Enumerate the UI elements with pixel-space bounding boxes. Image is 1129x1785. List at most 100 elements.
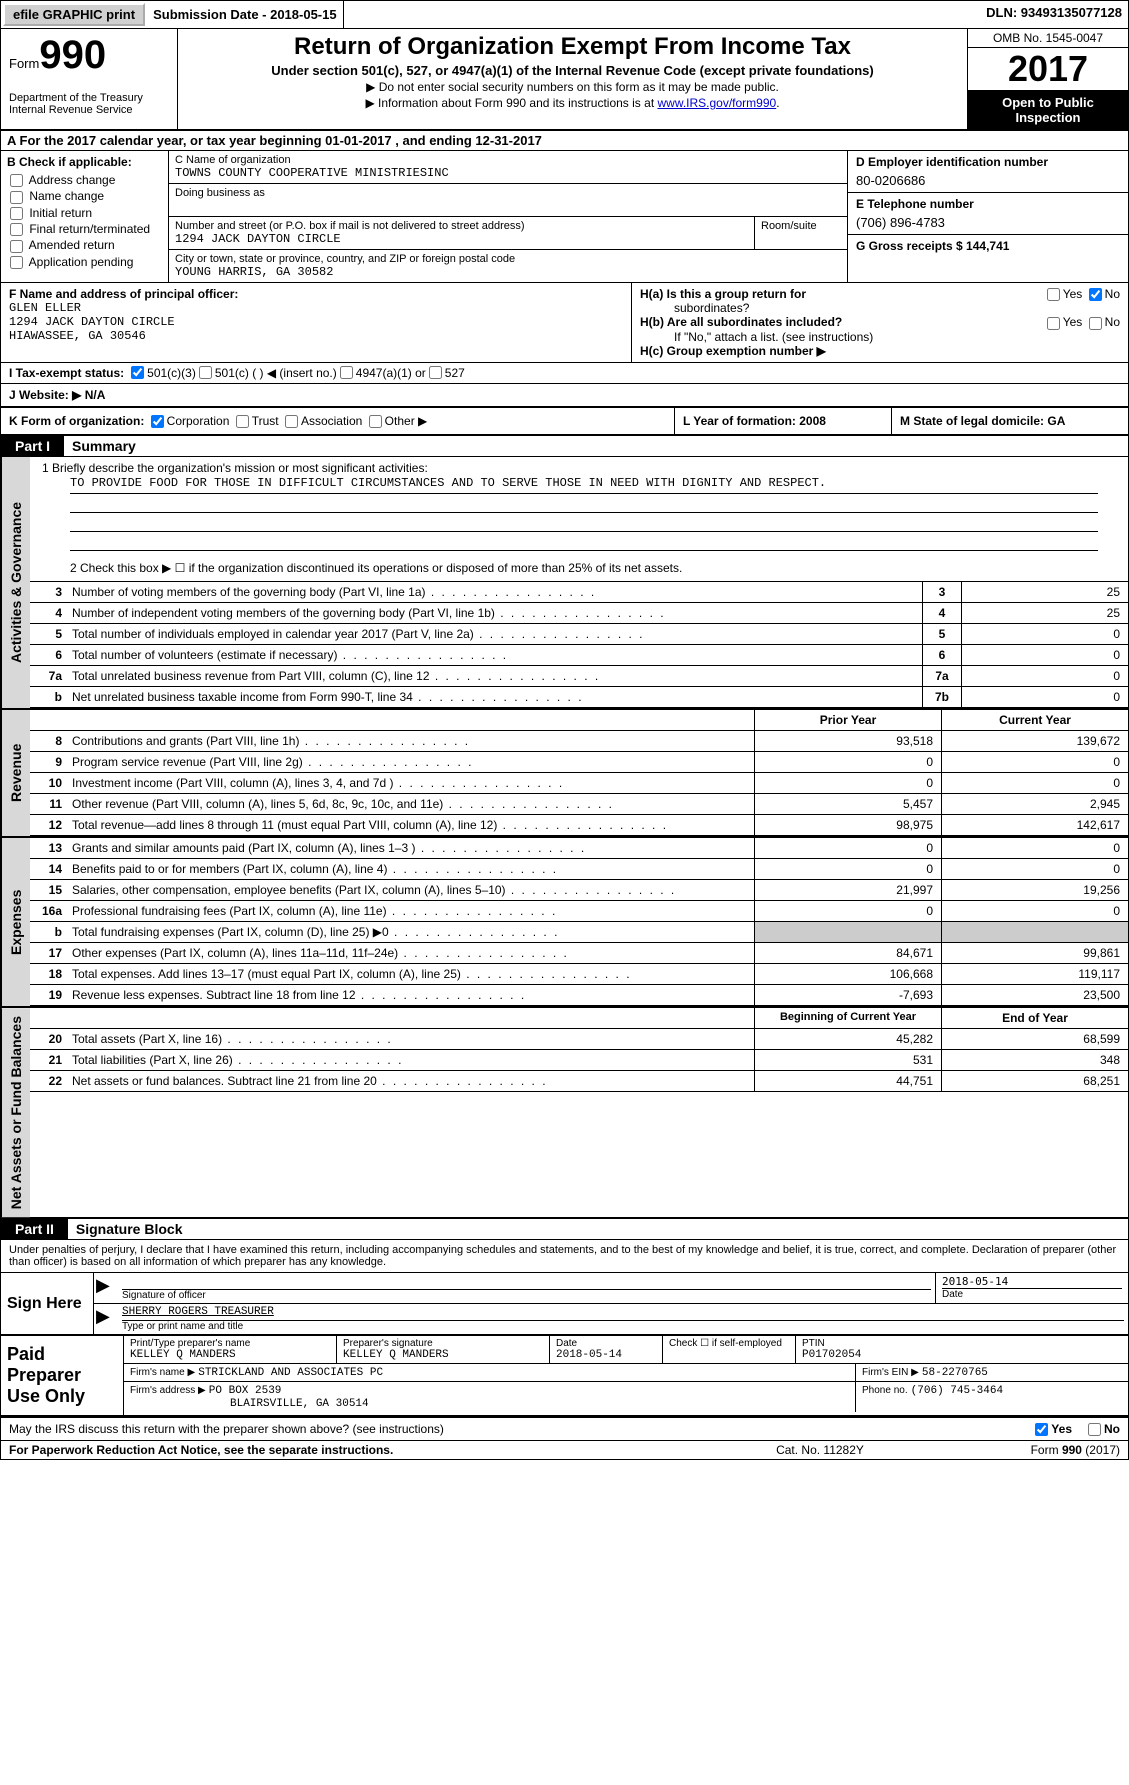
- year-formation: L Year of formation: 2008: [675, 408, 892, 434]
- netassets-block: Net Assets or Fund Balances Beginning of…: [1, 1008, 1128, 1219]
- form-footer: Form 990 (2017): [920, 1443, 1120, 1457]
- trust-check[interactable]: [236, 415, 249, 428]
- officer-name-label: Type or print name and title: [122, 1321, 1124, 1332]
- discuss-yes-check[interactable]: [1035, 1423, 1048, 1436]
- sign-here-block: Sign Here ▶ Signature of officer 2018-05…: [1, 1273, 1128, 1336]
- ha-label: H(a) Is this a group return for: [640, 287, 806, 301]
- firm-name-value: STRICKLAND AND ASSOCIATES PC: [198, 1367, 383, 1379]
- ptin-value: P01702054: [802, 1349, 1122, 1361]
- 4947-check[interactable]: [340, 366, 353, 379]
- summary-row: 14 Benefits paid to or for members (Part…: [30, 859, 1128, 880]
- sig-arrow-icon: ▶: [94, 1273, 118, 1303]
- other-check[interactable]: [369, 415, 382, 428]
- mission-label: 1 Briefly describe the organization's mi…: [42, 461, 1098, 475]
- org-name-label: C Name of organization: [175, 154, 841, 166]
- dept-irs: Internal Revenue Service: [9, 104, 169, 116]
- begin-year-header: Beginning of Current Year: [754, 1008, 941, 1028]
- prep-sig-value: KELLEY Q MANDERS: [343, 1349, 543, 1361]
- summary-row: 15 Salaries, other compensation, employe…: [30, 880, 1128, 901]
- hb-no-check[interactable]: [1089, 317, 1102, 330]
- summary-row: b Net unrelated business taxable income …: [30, 687, 1128, 708]
- 501c-check[interactable]: [199, 366, 212, 379]
- mission-blank1: [70, 494, 1098, 513]
- chk-final-return[interactable]: Final return/terminated: [7, 222, 162, 236]
- tax-year: 2017: [968, 48, 1128, 91]
- hb-yes-check[interactable]: [1047, 317, 1060, 330]
- ha-no-check[interactable]: [1089, 288, 1102, 301]
- discuss-row: May the IRS discuss this return with the…: [1, 1417, 1128, 1441]
- ssn-note: ▶ Do not enter social security numbers o…: [186, 80, 959, 94]
- klm-row: K Form of organization: Corporation Trus…: [1, 408, 1128, 436]
- officer-name: GLEN ELLER: [9, 301, 623, 315]
- prep-name-value: KELLEY Q MANDERS: [130, 1349, 330, 1361]
- firm-addr-label: Firm's address ▶: [130, 1385, 206, 1396]
- name-arrow-icon: ▶: [94, 1304, 118, 1334]
- room-label: Room/suite: [761, 220, 841, 232]
- net-header-row: Beginning of Current Year End of Year: [30, 1008, 1128, 1029]
- summary-row: 11 Other revenue (Part VIII, column (A),…: [30, 794, 1128, 815]
- exp-rows: 13 Grants and similar amounts paid (Part…: [30, 838, 1128, 1006]
- summary-row: 4 Number of independent voting members o…: [30, 603, 1128, 624]
- org-detail-col: C Name of organization TOWNS COUNTY COOP…: [169, 151, 848, 282]
- summary-row: 21 Total liabilities (Part X, line 26) 5…: [30, 1050, 1128, 1071]
- firm-name-label: Firm's name ▶: [130, 1367, 195, 1378]
- governance-block: Activities & Governance 1 Briefly descri…: [1, 457, 1128, 710]
- summary-row: 8 Contributions and grants (Part VIII, l…: [30, 731, 1128, 752]
- dept-treasury: Department of the Treasury: [9, 92, 169, 104]
- open-to-public: Open to Public Inspection: [968, 91, 1128, 129]
- assoc-check[interactable]: [285, 415, 298, 428]
- part2-tag: Part II: [1, 1219, 68, 1239]
- end-year-header: End of Year: [941, 1008, 1128, 1028]
- top-bar: efile GRAPHIC print Submission Date - 20…: [1, 1, 1128, 29]
- gov-rows: 3 Number of voting members of the govern…: [30, 582, 1128, 708]
- expenses-vtab: Expenses: [1, 838, 30, 1006]
- 501c3-check[interactable]: [131, 366, 144, 379]
- ha-yes-check[interactable]: [1047, 288, 1060, 301]
- irs-link[interactable]: www.IRS.gov/form990: [657, 96, 776, 110]
- form-of-org: K Form of organization: Corporation Trus…: [1, 408, 675, 434]
- officer-street: 1294 JACK DAYTON CIRCLE: [9, 315, 623, 329]
- street-label: Number and street (or P.O. box if mail i…: [175, 220, 748, 232]
- efile-print-button[interactable]: efile GRAPHIC print: [3, 3, 145, 26]
- paid-preparer-block: Paid Preparer Use Only Print/Type prepar…: [1, 1336, 1128, 1417]
- form-id-box: Form990 Department of the Treasury Inter…: [1, 29, 178, 129]
- info-note-pre: ▶ Information about Form 990 and its ins…: [365, 96, 657, 110]
- chk-initial-return[interactable]: Initial return: [7, 206, 162, 220]
- title-box: Return of Organization Exempt From Incom…: [178, 29, 967, 129]
- omb-box: OMB No. 1545-0047 2017 Open to Public In…: [967, 29, 1128, 129]
- form-subtitle: Under section 501(c), 527, or 4947(a)(1)…: [186, 63, 959, 78]
- discuss-no-check[interactable]: [1088, 1423, 1101, 1436]
- chk-name-change[interactable]: Name change: [7, 189, 162, 203]
- summary-row: 3 Number of voting members of the govern…: [30, 582, 1128, 603]
- officer-signature[interactable]: [122, 1275, 931, 1290]
- org-name-value: TOWNS COUNTY COOPERATIVE MINISTRIESINC: [175, 166, 841, 180]
- street-value: 1294 JACK DAYTON CIRCLE: [175, 232, 748, 246]
- chk-application-pending[interactable]: Application pending: [7, 255, 162, 269]
- gross-receipts: G Gross receipts $ 144,741: [856, 239, 1120, 253]
- governance-vtab: Activities & Governance: [1, 457, 30, 708]
- cat-number: Cat. No. 11282Y: [720, 1443, 920, 1457]
- summary-row: 5 Total number of individuals employed i…: [30, 624, 1128, 645]
- summary-row: 9 Program service revenue (Part VIII, li…: [30, 752, 1128, 773]
- 527-check[interactable]: [429, 366, 442, 379]
- sign-date-value: 2018-05-14: [942, 1275, 1122, 1289]
- open-line2: Inspection: [1015, 110, 1080, 125]
- exempt-label: I Tax-exempt status:: [9, 366, 124, 380]
- chk-address-change[interactable]: Address change: [7, 173, 162, 187]
- firm-phone-label: Phone no.: [862, 1385, 908, 1396]
- summary-row: 16a Professional fundraising fees (Part …: [30, 901, 1128, 922]
- officer-sig-label: Signature of officer: [122, 1290, 931, 1301]
- paid-preparer-label: Paid Preparer Use Only: [1, 1336, 123, 1415]
- summary-row: 13 Grants and similar amounts paid (Part…: [30, 838, 1128, 859]
- year-header-row: Prior Year Current Year: [30, 710, 1128, 731]
- firm-addr1: PO BOX 2539: [209, 1385, 282, 1397]
- dba-value: [175, 199, 841, 213]
- self-employed-check[interactable]: Check ☐ if self-employed: [663, 1336, 796, 1363]
- mission-text: TO PROVIDE FOOD FOR THOSE IN DIFFICULT C…: [70, 475, 1098, 494]
- sign-here-label: Sign Here: [1, 1273, 93, 1334]
- chk-amended[interactable]: Amended return: [7, 238, 162, 252]
- corp-check[interactable]: [151, 415, 164, 428]
- hc-label: H(c) Group exemption number ▶: [640, 344, 826, 358]
- prep-sig-label: Preparer's signature: [343, 1338, 543, 1349]
- net-rows: 20 Total assets (Part X, line 16) 45,282…: [30, 1029, 1128, 1092]
